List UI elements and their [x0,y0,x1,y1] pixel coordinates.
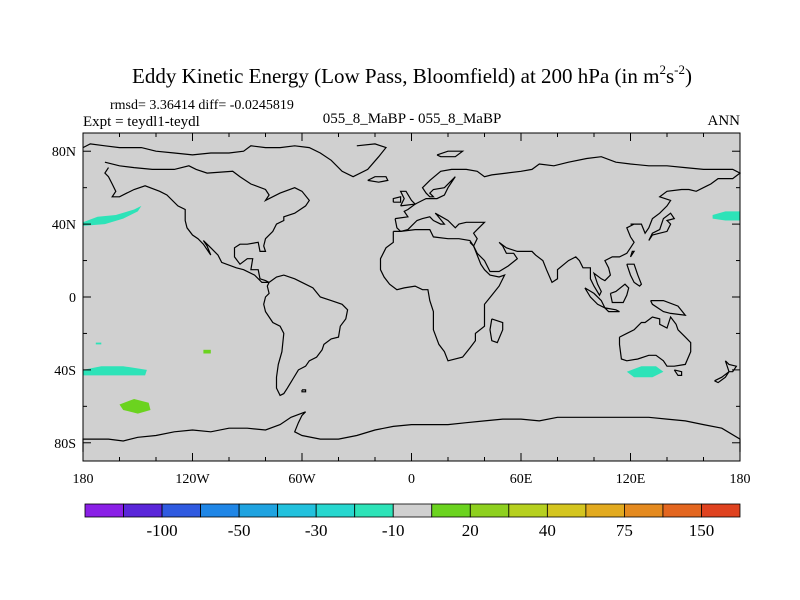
coastline-12 [629,250,636,258]
x-tick-label-2: 60W [288,472,316,487]
y-tick-label-0: 80N [52,145,76,160]
x-tick-label-1: 120W [175,472,210,487]
colorbar-box-8 [392,503,433,518]
coastline-4 [379,229,506,362]
season-label: ANN [708,113,741,129]
x-tick-label-6: 180 [730,472,751,487]
colorbar-box-15 [662,503,702,518]
colorbar-label-5: 40 [539,521,556,540]
y-tick-label-1: 40N [52,218,76,233]
coastline-layer [82,143,742,452]
coastline-19 [673,369,683,376]
x-tick-label-5: 120E [616,472,646,487]
colorbar-label-7: 150 [689,521,715,540]
anomaly-region-2 [83,366,147,376]
colorbar-box-6 [315,503,356,518]
colorbar-box-7 [354,503,394,518]
anomaly-region-3 [119,399,151,414]
coastline-6 [394,156,742,297]
x-tick-label-0: 180 [73,472,94,487]
y-tick-label-4: 80S [54,437,76,452]
colorbar-box-9 [431,503,471,518]
colorbar-box-0 [84,503,124,518]
y-tick-label-3: 40S [54,364,76,379]
coastline-1 [104,161,311,283]
title-main: Eddy Kinetic Energy (Low Pass, Bloomfiel… [132,64,659,88]
colorbar-box-13 [585,503,625,518]
colorbar-label-3: -10 [382,521,405,540]
coastline-21 [714,371,730,384]
coastline-9 [367,176,389,183]
colorbar-box-14 [624,503,664,518]
colorbar-label-6: 75 [616,521,633,540]
x-tick-label-4: 60E [510,472,533,487]
coastline-16 [609,283,630,304]
x-tick-label-3: 0 [408,472,415,487]
coastline-0 [82,143,388,178]
anomaly-region-1 [712,211,740,221]
title-close: ) [685,64,692,88]
stats-text: rmsd= 3.36414 diff= -0.0245819 [110,98,294,113]
colorbar: -100 -50 -30 -10 20 40 75 150 [84,503,741,540]
colorbar-box-1 [123,503,163,518]
y-tick-label-2: 0 [69,291,76,306]
coastline-13 [626,263,643,287]
coastline-22 [82,411,741,452]
colorbar-box-11 [508,503,548,518]
subtitle: 055_8_MaBP - 055_8_MaBP [323,111,502,127]
x-axis: 180 120W 60W 0 60E 120E 180 [73,133,751,487]
anomaly-region-5 [203,349,211,354]
title-sup-2: -2 [674,62,685,77]
map-background [83,133,740,461]
coastline-7 [399,190,417,207]
colorbar-label-0: -100 [146,521,177,540]
colorbar-box-16 [701,503,741,518]
chart-title: Eddy Kinetic Energy (Low Pass, Bloomfiel… [132,62,692,88]
coastline-5 [489,318,504,344]
anomaly-region-0 [83,205,142,226]
title-sup-1: 2 [659,62,666,77]
colorbar-box-5 [277,503,317,518]
coastline-2 [263,274,349,397]
colorbar-box-4 [238,503,279,518]
coastline-10 [436,150,465,158]
colorbar-box-2 [161,503,201,518]
colorbar-label-1: -50 [228,521,251,540]
coastline-20 [724,360,738,373]
anomaly-layer [83,205,740,414]
colorbar-box-3 [200,503,240,518]
anomaly-region-6 [95,342,102,345]
colorbar-box-12 [546,503,587,518]
expt-label: Expt = teydl1-teydl [83,114,200,130]
coastline-17 [650,300,687,316]
coastline-3 [301,389,307,393]
anomaly-region-4 [626,366,664,378]
coastline-11 [648,212,676,241]
y-axis: 80N 40N 0 40S 80S [52,145,740,452]
colorbar-label-2: -30 [305,521,328,540]
colorbar-box-10 [469,503,510,518]
coastline-8 [392,196,402,203]
title-mid: s [666,64,674,88]
colorbar-label-4: 20 [462,521,479,540]
coastline-18 [618,315,692,367]
coastline-15 [604,307,620,313]
